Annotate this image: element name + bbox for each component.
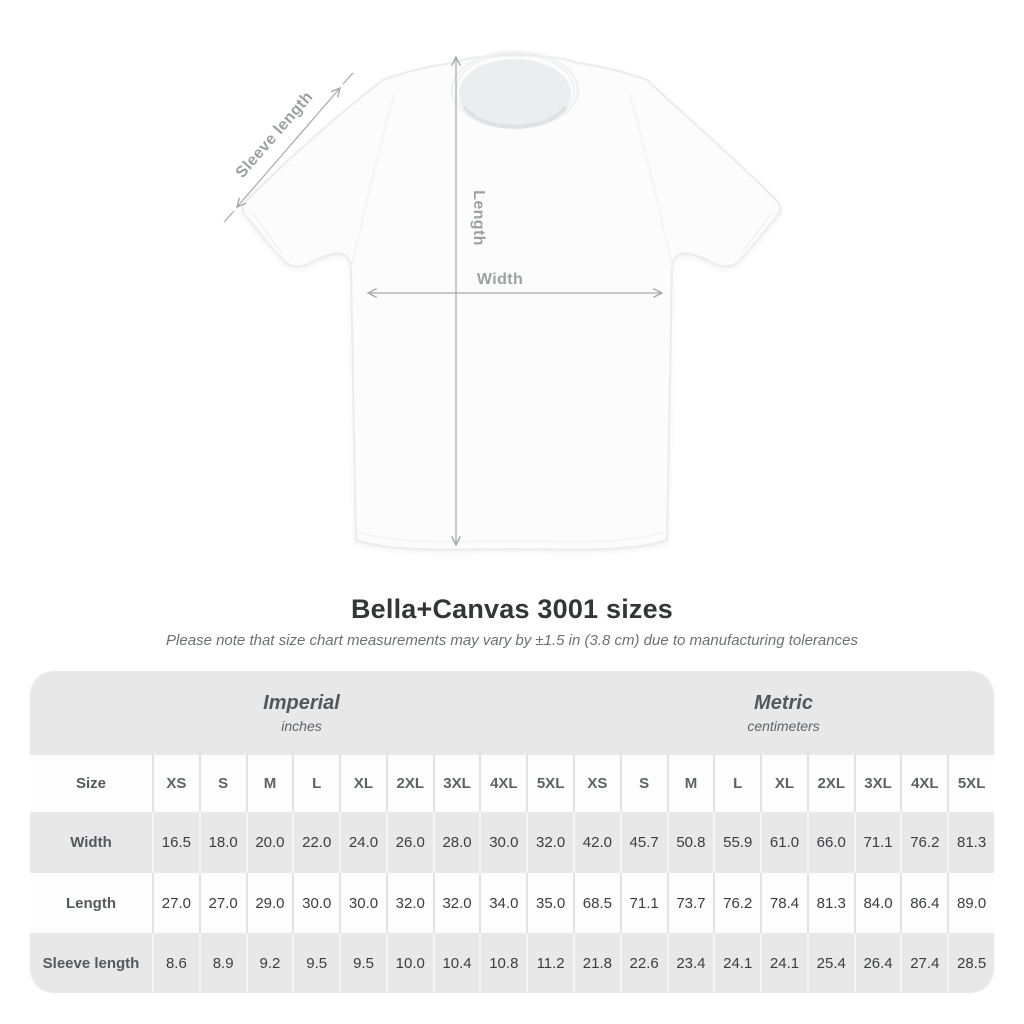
size-header-cell: XL <box>339 755 386 812</box>
row-label-sleeve-length: Sleeve length <box>42 954 140 972</box>
neck-opening <box>459 59 571 127</box>
sleeve-value-cell: 11.2 <box>526 933 573 993</box>
width-value-cell: 24.0 <box>339 812 386 873</box>
sleeve-value-cell: 8.9 <box>198 933 246 993</box>
length-value-cell: 34.0 <box>479 873 527 933</box>
size-header-cell: M <box>666 755 714 812</box>
length-value-cell: 68.5 <box>573 873 620 933</box>
size-header-cell: XS <box>573 755 620 812</box>
width-value-cell: 55.9 <box>713 812 760 873</box>
length-value-cell: 86.4 <box>900 873 948 933</box>
width-value-cell: 22.0 <box>292 812 339 873</box>
length-value-cell: 71.1 <box>619 873 667 933</box>
length-value-cell: 84.0 <box>853 873 901 933</box>
sleeve-value-cell: 28.5 <box>947 933 994 993</box>
sleeve-value-cell: 8.6 <box>152 933 199 993</box>
metric-label: Metric <box>754 692 813 714</box>
size-header-cell: XS <box>152 755 199 812</box>
length-value-cell: 30.0 <box>292 873 340 933</box>
length-value-cell: 89.0 <box>947 873 994 933</box>
size-header-cell: 5XL <box>526 755 573 812</box>
width-value-cell: 32.0 <box>526 812 573 873</box>
size-header-cell: L <box>292 755 340 812</box>
width-value-cell: 16.5 <box>152 812 199 873</box>
width-value-cell: 26.0 <box>385 812 433 873</box>
width-value-cell: 50.8 <box>666 812 714 873</box>
length-value-cell: 32.0 <box>432 873 480 933</box>
size-header-cell: XL <box>760 755 807 812</box>
width-value-cell: 81.3 <box>947 812 994 873</box>
metric-sublabel: centimeters <box>747 718 820 734</box>
size-header-cell: 4XL <box>479 755 527 812</box>
length-value-cell: 27.0 <box>198 873 246 933</box>
width-value-cell: 61.0 <box>760 812 807 873</box>
sleeve-value-cell: 23.4 <box>666 933 714 993</box>
size-chart-table: Imperial inches Metric centimeters Size … <box>30 671 994 993</box>
size-header-cell: S <box>619 755 667 812</box>
sleeve-value-cell: 22.6 <box>619 933 667 993</box>
sleeve-value-cell: 10.0 <box>385 933 433 993</box>
length-label: Length <box>470 190 487 246</box>
metric-group-header: Metric centimeters <box>573 671 994 755</box>
imperial-sublabel: inches <box>281 718 322 734</box>
width-value-cell: 45.7 <box>619 812 667 873</box>
width-value-cell: 20.0 <box>245 812 293 873</box>
length-value-cell: 76.2 <box>713 873 761 933</box>
sleeve-value-cell: 24.1 <box>713 933 760 993</box>
width-value-cell: 28.0 <box>432 812 480 873</box>
width-value-cell: 18.0 <box>198 812 246 873</box>
row-label-width: Width <box>70 834 112 851</box>
width-value-cell: 66.0 <box>806 812 854 873</box>
sleeve-value-cell: 9.5 <box>339 933 386 993</box>
width-value-cell: 42.0 <box>573 812 620 873</box>
size-header-cell: M <box>245 755 293 812</box>
width-label: Width <box>477 271 523 288</box>
length-value-cell: 29.0 <box>245 873 293 933</box>
size-header-cell: 5XL <box>947 755 994 812</box>
page-title: Bella+Canvas 3001 sizes <box>350 594 674 624</box>
length-value-cell: 78.4 <box>760 873 807 933</box>
size-header-cell: 3XL <box>853 755 901 812</box>
width-value-cell: 76.2 <box>900 812 947 873</box>
size-header-cell: S <box>198 755 246 812</box>
length-value-cell: 81.3 <box>806 873 854 933</box>
sleeve-value-cell: 27.4 <box>900 933 947 993</box>
imperial-label: Imperial <box>263 692 340 714</box>
size-column-header: Size <box>30 755 152 812</box>
tolerance-note: Please note that size chart measurements… <box>166 632 858 649</box>
size-header-cell: 2XL <box>385 755 433 812</box>
width-value-cell: 71.1 <box>853 812 901 873</box>
sleeve-value-cell: 10.8 <box>479 933 526 993</box>
sleeve-value-cell: 9.5 <box>292 933 339 993</box>
length-value-cell: 32.0 <box>385 873 433 933</box>
length-value-cell: 30.0 <box>339 873 386 933</box>
row-label-length: Length <box>30 873 152 933</box>
sleeve-value-cell: 9.2 <box>245 933 293 993</box>
size-header-cell: 3XL <box>432 755 480 812</box>
sleeve-value-cell: 24.1 <box>760 933 807 993</box>
sleeve-value-cell: 10.4 <box>432 933 480 993</box>
tshirt-diagram: Sleeve length Length Width <box>223 50 782 551</box>
width-value-cell: 30.0 <box>479 812 526 873</box>
size-header-cell: 4XL <box>900 755 948 812</box>
tshirt-illustration <box>241 50 782 551</box>
length-value-cell: 73.7 <box>666 873 714 933</box>
sleeve-length-arrow <box>237 88 340 207</box>
size-header-cell: 2XL <box>806 755 854 812</box>
sleeve-value-cell: 21.8 <box>573 933 620 993</box>
imperial-group-header: Imperial inches <box>30 671 573 755</box>
length-value-cell: 27.0 <box>152 873 199 933</box>
sleeve-value-cell: 25.4 <box>806 933 854 993</box>
length-value-cell: 35.0 <box>526 873 573 933</box>
size-header-cell: L <box>713 755 761 812</box>
sleeve-value-cell: 26.4 <box>853 933 901 993</box>
